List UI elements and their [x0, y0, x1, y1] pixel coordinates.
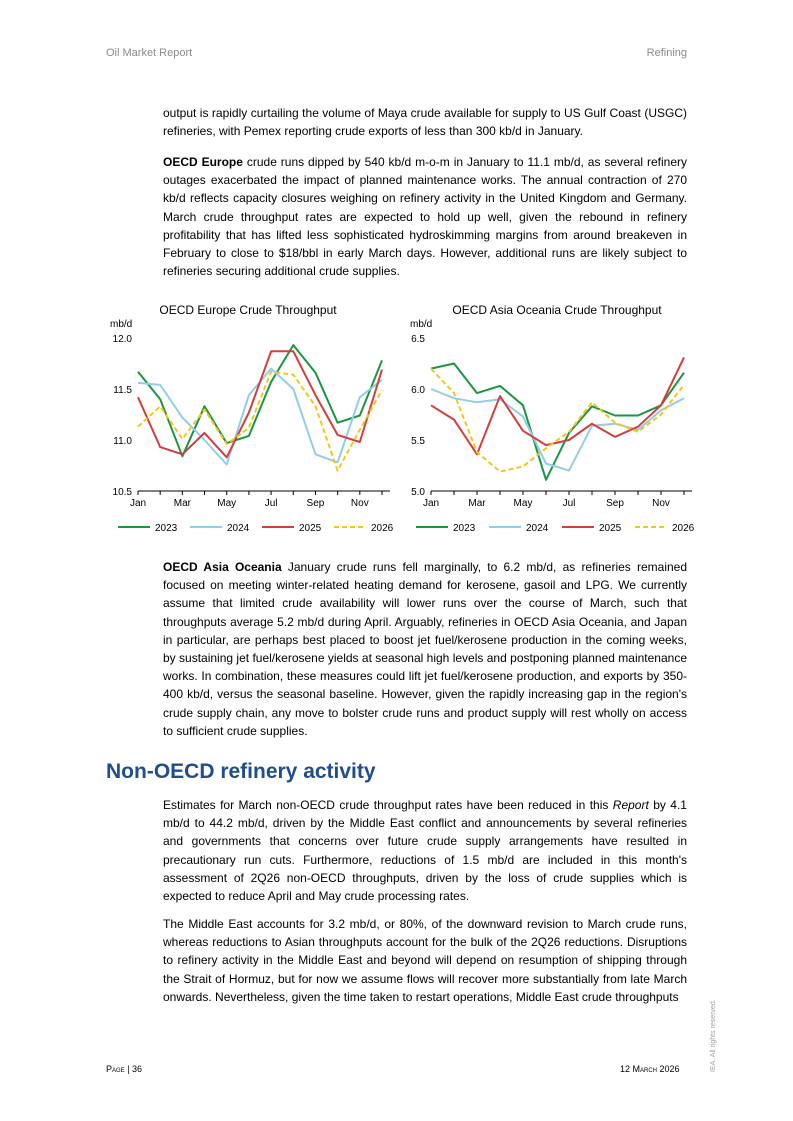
x-tick-label: Nov — [351, 498, 369, 509]
paragraph-maya-crude: output is rapidly curtailing the volume … — [163, 104, 687, 140]
header-section-name: Refining — [646, 47, 687, 59]
y-tick-label: 6.0 — [411, 385, 425, 396]
paragraph-text: crude runs dipped by 540 kb/d m-o-m in J… — [163, 155, 688, 279]
x-tick-label: Nov — [652, 498, 670, 509]
paragraph-text: The Middle East accounts for 3.2 mb/d, o… — [163, 917, 687, 1004]
paragraph-text: January crude runs fell marginally, to 6… — [163, 560, 688, 738]
legend-label: 2026 — [672, 523, 695, 534]
series-line-2023 — [137, 344, 383, 458]
x-tick-label: Jul — [563, 498, 576, 509]
footer-page-number: Page | 36 — [106, 1064, 143, 1074]
chart-title: OECD Europe Crude Throughput — [159, 303, 337, 317]
chart-oecd-europe-svg: OECD Europe Crude Throughput mb/d 12.0 11.5… — [110, 303, 394, 534]
chart-oecd-europe: OECD Europe Crude Throughput mb/d 12.0 11.5… — [106, 300, 396, 540]
y-tick-label: 12.0 — [113, 334, 133, 345]
x-tick-label: Sep — [307, 498, 325, 509]
paragraph-non-oecd-estimates: Estimates for March non-OECD crude throu… — [163, 796, 687, 905]
y-tick-label: 11.5 — [113, 385, 132, 396]
x-tick-label: Sep — [606, 498, 624, 509]
section-title-non-oecd: Non-OECD refinery activity — [106, 760, 376, 783]
y-tick-label: 10.5 — [113, 487, 133, 498]
series-line-2024 — [430, 388, 685, 472]
header-report-title: Oil Market Report — [106, 47, 193, 59]
paragraph-middle-east: The Middle East accounts for 3.2 mb/d, o… — [163, 915, 687, 1006]
y-tick-label: 11.0 — [113, 436, 132, 447]
legend-label: 2025 — [599, 523, 622, 534]
paragraph-text: output is rapidly curtailing the volume … — [163, 106, 687, 139]
legend-label: 2024 — [526, 523, 549, 534]
series-line-2025 — [137, 350, 383, 459]
paragraph-text: Estimates for March non-OECD crude throu… — [163, 798, 613, 812]
series-line-2026 — [137, 370, 383, 472]
paragraph-oecd-asia-oceania: OECD Asia Oceania January crude runs fel… — [163, 558, 687, 740]
legend-label: 2026 — [371, 523, 394, 534]
legend-label: 2023 — [453, 523, 476, 534]
paragraph-text: by 4.1 mb/d to 44.2 mb/d, driven by the … — [163, 798, 687, 904]
x-tick-label: May — [514, 498, 533, 509]
x-tick-label: May — [217, 498, 236, 509]
rights-notice: IEA. All rights reserved. — [710, 999, 717, 1072]
footer-date: 12 March 2026 — [620, 1064, 680, 1074]
y-axis-label: mb/d — [110, 319, 132, 330]
series-line-2026 — [430, 367, 685, 473]
report-italic: Report — [612, 798, 649, 812]
legend-label: 2023 — [155, 523, 178, 534]
y-axis-label: mb/d — [410, 319, 432, 330]
paragraph-lead: OECD Europe — [163, 155, 243, 169]
series-line-2023 — [430, 362, 685, 481]
x-tick-label: Mar — [174, 498, 192, 509]
legend-label: 2025 — [299, 523, 322, 534]
chart-oecd-asia-oceania-svg: OECD Asia Oceania Crude Throughput mb/d 6.… — [410, 303, 695, 534]
x-tick-label: Jul — [265, 498, 278, 509]
x-tick-label: Mar — [468, 498, 486, 509]
chart-title: OECD Asia Oceania Crude Throughput — [452, 303, 662, 317]
paragraph-oecd-europe: OECD Europe crude runs dipped by 540 kb/… — [163, 153, 687, 280]
legend-label: 2024 — [227, 523, 250, 534]
x-tick-label: Jan — [130, 498, 146, 509]
y-tick-label: 5.0 — [411, 487, 425, 498]
y-tick-label: 5.5 — [411, 436, 425, 447]
x-tick-label: Jan — [423, 498, 439, 509]
paragraph-lead: OECD Asia Oceania — [163, 560, 282, 574]
chart-oecd-asia-oceania: OECD Asia Oceania Crude Throughput mb/d 6.… — [400, 300, 700, 540]
series-line-2025 — [430, 356, 685, 456]
y-tick-label: 6.5 — [411, 334, 425, 345]
